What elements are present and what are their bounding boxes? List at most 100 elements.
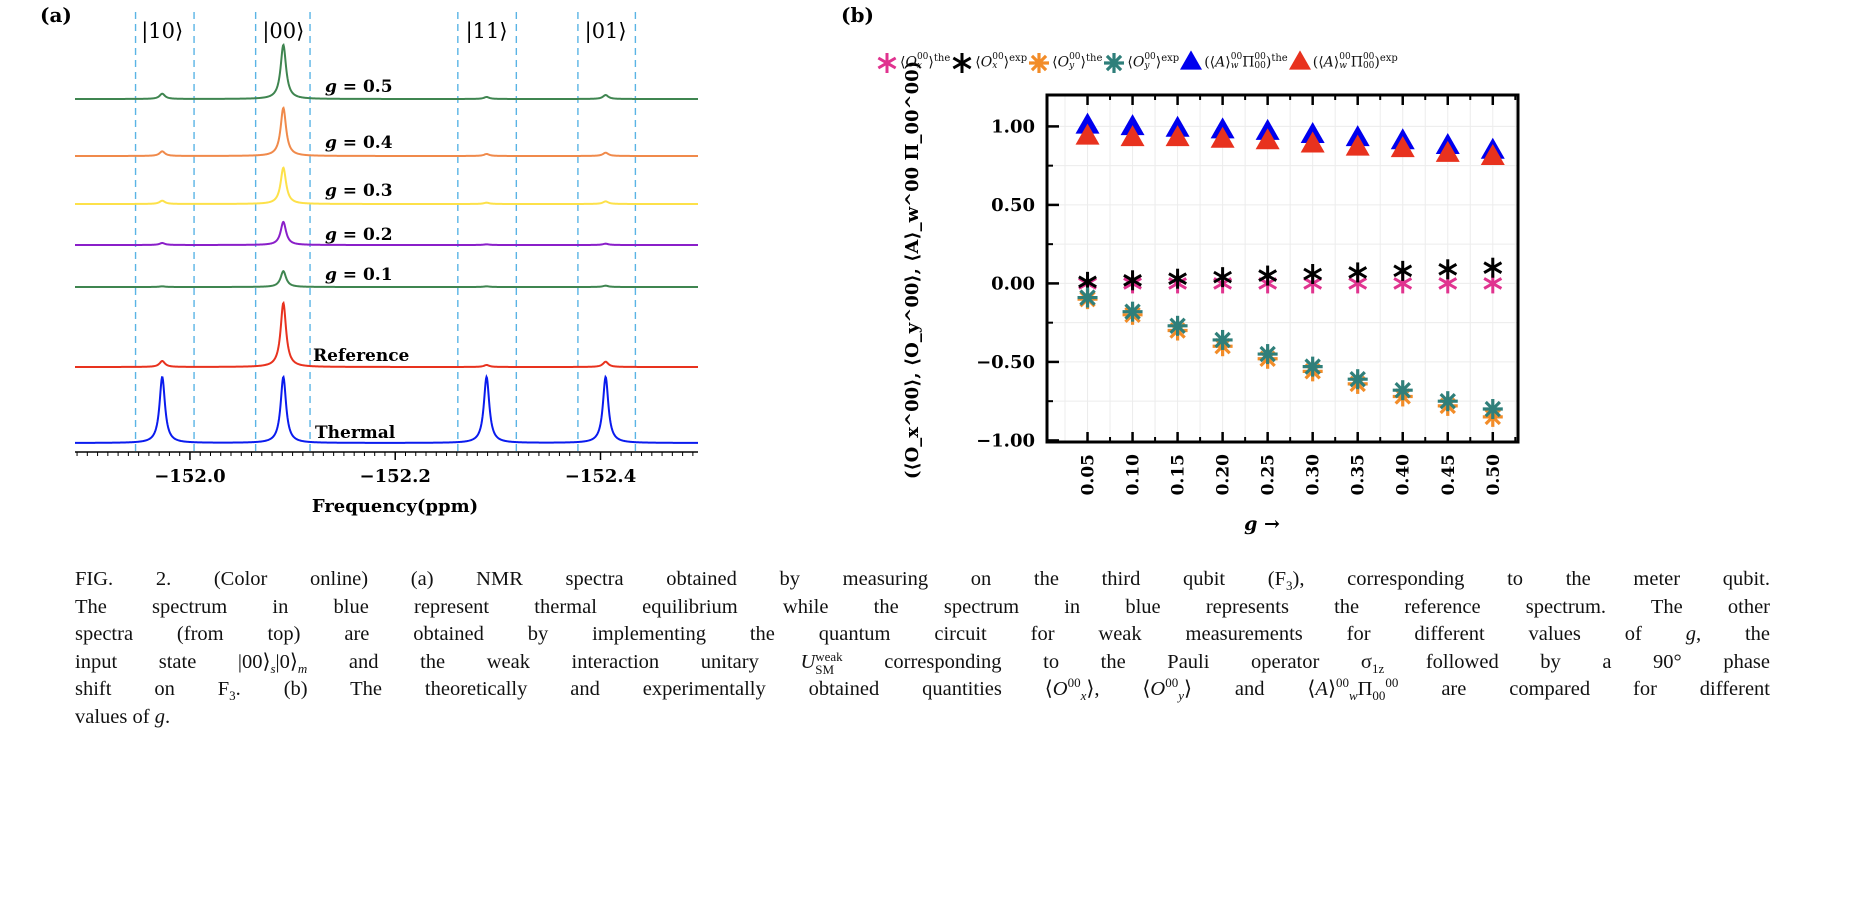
caption-math: A <box>1315 678 1328 701</box>
asterisk-arm <box>1349 370 1366 388</box>
caption-sub: 00 <box>1372 688 1386 704</box>
caption-sub: w <box>1348 688 1358 704</box>
asterisk-marker <box>1348 262 1368 283</box>
spectrum-trace <box>75 270 698 288</box>
caption-math: Π <box>1357 678 1373 701</box>
legend-marker-icon <box>1104 53 1125 73</box>
trace-label-g: g <box>325 133 337 153</box>
panel-label: (b) <box>841 3 874 27</box>
triangle-point <box>1255 128 1280 150</box>
caption-text: values of <box>75 705 155 728</box>
asterisk-arm <box>1124 303 1141 320</box>
y-tick-label: 0.50 <box>991 195 1035 216</box>
state-label: |10⟩ <box>141 19 183 44</box>
star8-marker <box>1347 369 1368 390</box>
triangle-marker <box>1255 128 1280 150</box>
legend-item: (⟨A⟩ 00 w Π 00 00)exp <box>1288 50 1398 74</box>
legend-marker-icon <box>1288 50 1311 70</box>
caption-supsub: weak SM <box>815 650 842 676</box>
triangle-marker <box>1180 50 1203 70</box>
trace-label: g = 0.2 <box>325 225 393 245</box>
spectrum-trace <box>75 166 698 205</box>
state-label: |11⟩ <box>466 19 508 44</box>
spectrum-trace <box>75 220 698 246</box>
triangle-point <box>1345 134 1370 156</box>
trace-label-g: g <box>325 181 337 201</box>
caption-text: FIG. 2. (Color online) (a) NMR spectra o… <box>75 568 1287 590</box>
triangle-marker <box>1120 114 1145 136</box>
asterisk-marker <box>1483 257 1503 278</box>
caption-text: and the weak interaction unitary <box>307 650 801 673</box>
scatter-panel-b: (⟨O_x^00⟩, ⟨O_y^00⟩, ⟨A⟩_w^00 Π_00^00) (… <box>841 3 1520 535</box>
y-axis-label: (⟨O_x^00⟩, ⟨O_y^00⟩, ⟨A⟩_w^00 Π_00^00) <box>902 61 923 479</box>
x-tick-label: 0.10 <box>1124 454 1144 496</box>
state-label: |00⟩ <box>262 19 304 44</box>
asterisk-arm <box>1304 358 1321 375</box>
caption-math: U <box>800 650 816 673</box>
triangle-point <box>1288 50 1311 70</box>
caption-math: O <box>1150 678 1166 701</box>
caption-sub: y <box>1178 688 1184 704</box>
triangle-point <box>1435 140 1460 162</box>
trace-label: g = 0.5 <box>325 77 393 97</box>
triangle-point <box>1120 125 1145 147</box>
caption-text: followed by a 90° phase <box>1384 650 1771 673</box>
caption-text: . (b) The theoretically and experimental… <box>235 678 1053 701</box>
asterisk-arm <box>1393 264 1413 278</box>
caption-line-3: spectra (from top) are obtained by imple… <box>75 621 1770 649</box>
plot-frame <box>1045 93 1520 444</box>
asterisk-arm <box>1348 277 1368 290</box>
asterisk-arm <box>1214 331 1231 349</box>
caption-sub: 1z <box>1371 660 1385 676</box>
x-axis-label-arrow: → <box>1257 513 1280 535</box>
panel-label: (a) <box>40 3 72 27</box>
y-tick-label: 1.00 <box>991 116 1035 137</box>
asterisk-marker <box>1438 259 1458 280</box>
legend-label: (⟨A⟩ 00 w Π 00 00)exp <box>1312 52 1398 72</box>
triangle-marker <box>1345 134 1370 156</box>
trace-label: Thermal <box>315 423 396 443</box>
caption-sup: 00 <box>1067 675 1081 691</box>
y-tick-label: −1.00 <box>976 430 1035 451</box>
triangle-point <box>1120 114 1145 136</box>
star8-marker <box>1167 315 1188 336</box>
legend-label: (⟨A⟩ 00 w Π 00 00)the <box>1204 52 1288 72</box>
trace-label-g: g <box>325 77 337 97</box>
state-label: |01⟩ <box>585 19 627 44</box>
trace-label-value: = 0.5 <box>337 77 393 97</box>
legend-marker-icon <box>952 53 972 73</box>
star8-marker <box>1104 53 1125 73</box>
caption-sub: 3 <box>1286 578 1293 594</box>
x-tick-label: 0.20 <box>1214 454 1234 496</box>
caption-sub: m <box>297 660 308 676</box>
asterisk-arm <box>1168 272 1187 286</box>
caption-text: ), corresponding to the meter qubit. <box>1292 568 1770 590</box>
asterisk-arm <box>1348 266 1368 279</box>
x-axis-label-g: g <box>1244 513 1257 535</box>
x-tick-label: 0.05 <box>1079 454 1099 495</box>
spectrum-trace <box>75 300 698 368</box>
caption-line-5: shift on F3. (b) The theoretically and e… <box>75 676 1770 704</box>
star8-marker <box>1392 380 1413 401</box>
caption-math: O <box>1052 678 1068 701</box>
asterisk-marker <box>1168 268 1187 289</box>
caption-text: ⟩ and ⟨ <box>1183 678 1316 701</box>
caption-math: g <box>154 705 165 728</box>
x-tick-label: −152.4 <box>565 466 636 487</box>
asterisk-arm <box>1393 277 1413 290</box>
asterisk-marker <box>952 53 972 73</box>
trace-label: g = 0.4 <box>325 133 393 153</box>
x-tick-label: 0.30 <box>1304 454 1324 496</box>
legend-item: ⟨O 00 y ⟩exp <box>1102 50 1179 74</box>
caption-sup: 00 <box>1165 675 1179 691</box>
legend-item: ⟨O 00 y ⟩the <box>1027 50 1102 74</box>
caption-text: The spectrum in blue represent thermal e… <box>75 595 1770 618</box>
caption-sub: SM <box>815 662 835 678</box>
caption-sup: 00 <box>1385 675 1399 691</box>
asterisk-arm <box>877 56 897 70</box>
asterisk-arm <box>1169 317 1186 335</box>
asterisk-arm <box>1484 400 1501 418</box>
triangle-point <box>1390 136 1415 158</box>
legend-item: ⟨O 00 x ⟩exp <box>950 50 1027 74</box>
triangle-marker <box>1390 136 1415 158</box>
